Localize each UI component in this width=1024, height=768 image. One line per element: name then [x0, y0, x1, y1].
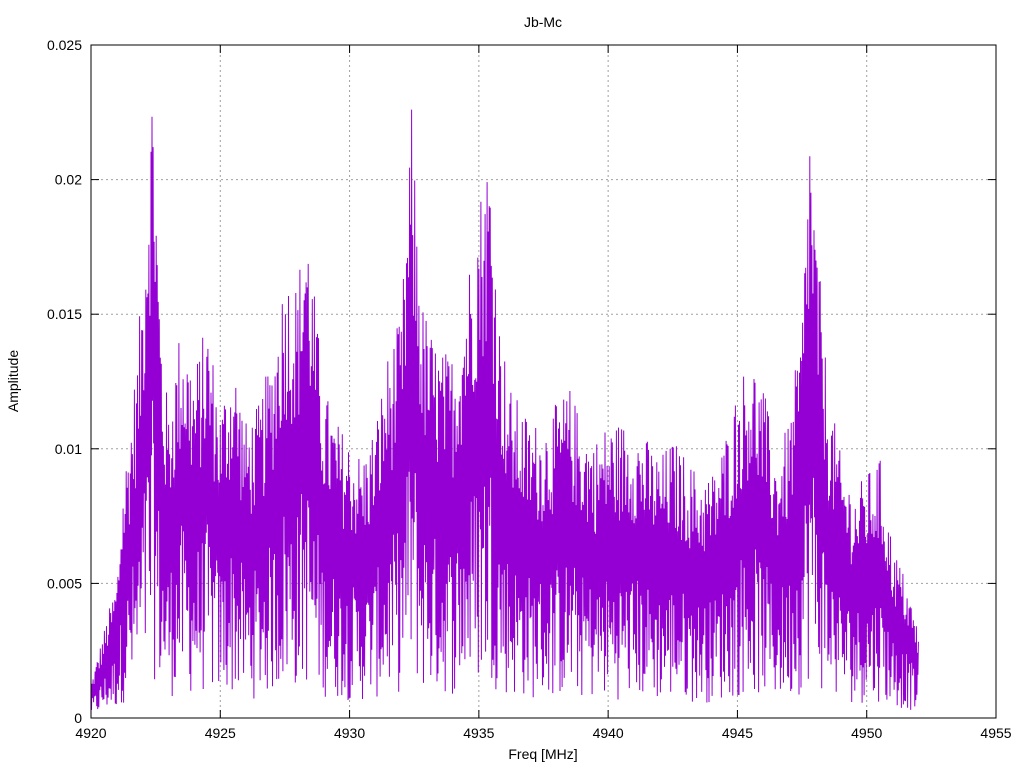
y-tick-label: 0.02 — [55, 172, 82, 188]
signal-line — [90, 109, 919, 710]
x-axis-label: Freq [MHz] — [508, 746, 577, 762]
chart-title: Jb-Mc — [524, 14, 562, 30]
x-tick-label: 4945 — [722, 725, 753, 741]
x-tick-label: 4955 — [980, 725, 1011, 741]
y-tick-label: 0.005 — [47, 575, 82, 591]
x-tick-label: 4935 — [463, 725, 494, 741]
tick-marks — [90, 44, 997, 719]
x-tick-label: 4940 — [593, 725, 624, 741]
x-tick-label: 4925 — [205, 725, 236, 741]
y-tick-label: 0 — [74, 710, 82, 726]
x-tick-labels: 4920 4925 4930 4935 4940 4945 4950 4955 — [75, 725, 1011, 741]
y-axis-label: Amplitude — [5, 350, 21, 412]
plot-frame — [90, 44, 997, 719]
y-tick-label: 0.025 — [47, 37, 82, 53]
y-tick-label: 0.01 — [55, 441, 82, 457]
x-tick-label: 4930 — [334, 725, 365, 741]
y-tick-labels: 0 0.005 0.01 0.015 0.02 0.025 — [47, 37, 82, 726]
signal-series — [90, 109, 919, 710]
y-tick-label: 0.015 — [47, 306, 82, 322]
x-tick-label: 4950 — [851, 725, 882, 741]
x-tick-label: 4920 — [75, 725, 106, 741]
